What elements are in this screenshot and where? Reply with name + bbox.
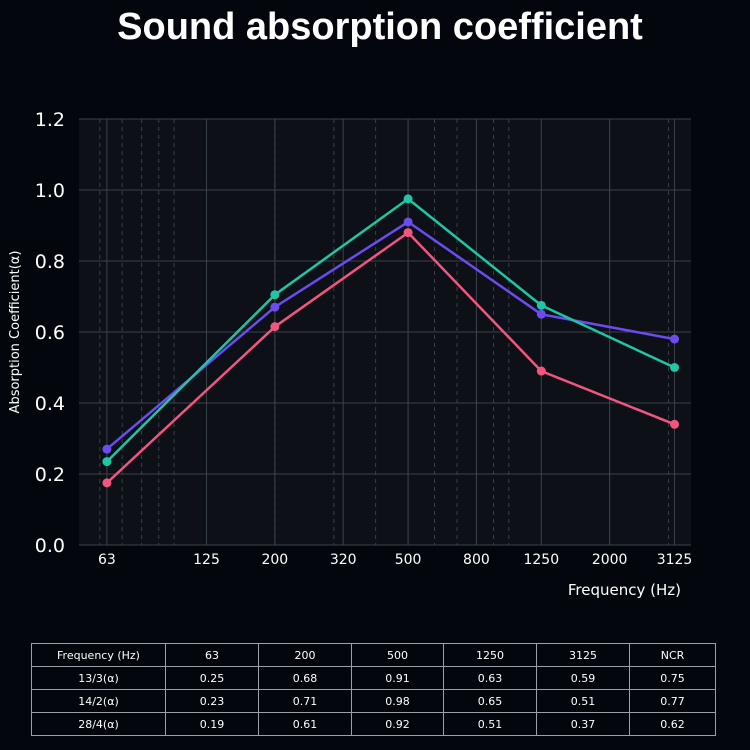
x-tick-label: 2000 [592, 552, 628, 568]
y-tick-label: 0.0 [35, 535, 65, 557]
data-point [670, 334, 680, 344]
x-tick-label: 63 [98, 552, 116, 568]
chart-title: Sound absorption coefficient [117, 6, 643, 48]
table-header-cell: 3125 [536, 643, 630, 667]
table-cell: 0.63 [443, 666, 537, 690]
table-header-cell: 63 [165, 643, 259, 667]
table-cell: 28/4(α) [31, 712, 166, 736]
table-cell: 0.77 [629, 689, 716, 713]
line-chart: 63 125 200 320 500 800 1250 2000 3125 0.00.20.40… [8, 109, 692, 599]
series-points [102, 194, 680, 488]
y-tick-label: 0.6 [35, 322, 65, 344]
major-grid [79, 118, 691, 546]
x-axis-ticks: 63 125 200 320 500 800 1250 2000 3125 [98, 552, 692, 568]
table-row: 14/2(α) 0.23 0.71 0.98 0.65 0.51 0.77 [31, 689, 716, 713]
data-point [270, 322, 280, 332]
table-header-cell: 200 [258, 643, 352, 667]
table-row: 28/4(α) 0.19 0.61 0.92 0.51 0.37 0.62 [31, 712, 716, 736]
x-tick-label: 1250 [523, 552, 559, 568]
table-cell: 0.68 [258, 666, 352, 690]
table-header-cell: 500 [351, 643, 444, 667]
table-cell: 0.62 [629, 712, 716, 736]
data-table: Frequency (Hz) 63 200 500 1250 3125 NCR … [31, 643, 716, 736]
table-cell: 0.65 [443, 689, 537, 713]
table-header-cell: NCR [629, 643, 716, 667]
table-cell: 0.98 [351, 689, 444, 713]
data-point [270, 302, 280, 312]
y-tick-label: 0.8 [35, 251, 65, 273]
table-cell: 0.92 [351, 712, 444, 736]
y-tick-label: 0.4 [35, 393, 65, 415]
y-axis-ticks: 0.0 0.2 0.4 0.6 0.8 1.0 1.2 [35, 109, 65, 557]
table-header-row: Frequency (Hz) 63 200 500 1250 3125 NCR [31, 643, 716, 667]
x-tick-label: 125 [193, 552, 220, 568]
table-cell: 0.19 [165, 712, 259, 736]
table-cell: 0.23 [165, 689, 259, 713]
table-cell: 0.51 [536, 689, 630, 713]
table-cell: 0.59 [536, 666, 630, 690]
data-point [536, 309, 546, 319]
data-point [536, 366, 546, 376]
data-point [270, 290, 280, 300]
table-header-cell: 1250 [443, 643, 537, 667]
data-point [403, 194, 413, 204]
table-cell: 14/2(α) [31, 689, 166, 713]
y-tick-label: 1.0 [35, 180, 65, 202]
y-tick-label: 1.2 [35, 109, 65, 131]
table-row: 13/3(α) 0.25 0.68 0.91 0.63 0.59 0.75 [31, 666, 716, 690]
table-header-cell: Frequency (Hz) [31, 643, 166, 667]
table-cell: 13/3(α) [31, 666, 166, 690]
data-point [536, 300, 546, 310]
data-point [670, 363, 680, 372]
data-point [670, 419, 680, 429]
x-tick-label: 500 [395, 552, 422, 568]
table-cell: 0.51 [443, 712, 537, 736]
x-tick-label: 3125 [657, 552, 693, 568]
data-point [403, 228, 413, 238]
table-cell: 0.71 [258, 689, 352, 713]
data-point [102, 444, 112, 454]
table-cell: 0.91 [351, 666, 444, 690]
x-axis-label: Frequency (Hz) [568, 581, 681, 599]
data-point [403, 217, 413, 227]
x-tick-label: 800 [463, 552, 490, 568]
table-cell: 0.61 [258, 712, 352, 736]
y-axis-label: Absorption Coefficient(α) [8, 251, 23, 414]
table-cell: 0.25 [165, 666, 259, 690]
table-cell: 0.37 [536, 712, 630, 736]
data-point [102, 478, 112, 488]
x-tick-label: 200 [261, 552, 288, 568]
data-point [102, 457, 112, 467]
x-tick-label: 320 [330, 552, 357, 568]
table-cell: 0.75 [629, 666, 716, 690]
y-tick-label: 0.2 [35, 464, 65, 486]
